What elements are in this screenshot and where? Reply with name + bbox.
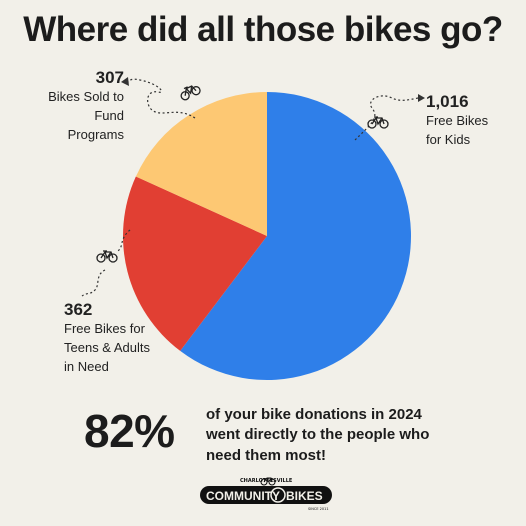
dotted-arrow-icon <box>81 229 131 297</box>
slice-text-teens-1: Free Bikes for <box>64 321 145 337</box>
bicycle-icon <box>96 250 118 263</box>
bicycle-icon <box>367 116 389 129</box>
arrow-head <box>418 94 425 102</box>
dotted-arrow-icon <box>354 95 419 141</box>
dotted-arrow-icon <box>127 78 196 119</box>
slice-text-sold-2: Fund Programs <box>67 108 124 143</box>
summary-line-1: of your bike donations in 2024 <box>206 406 422 423</box>
slice-text-sold-1: Bikes Sold to <box>48 89 124 105</box>
slice-label-kids: 1,016 Free Bikes for Kids <box>426 92 488 150</box>
slice-text-kids-1: Free Bikes <box>426 113 489 129</box>
slice-text-teens-2: Teens & Adults <box>64 340 150 356</box>
summary-line-2: went directly to the people who <box>206 426 430 444</box>
logo-wheel-icon <box>270 487 286 503</box>
summary-line-3: need them most! <box>206 446 327 464</box>
logo-bicycle-icon <box>260 477 276 486</box>
bicycle-icon <box>180 85 201 101</box>
summary-text: of your bike donations in 2024 went dire… <box>206 405 466 466</box>
slice-text-kids-2: for Kids <box>426 132 471 148</box>
logo-banner <box>200 486 332 504</box>
slice-value-teens: 362 <box>64 300 93 319</box>
slice-label-sold: 307 Bikes Sold to Fund Programs <box>42 68 124 145</box>
community-bikes-logo: CHARLOTTESVILLE COMMUNITY BIKES SINCE 20… <box>200 477 332 511</box>
arrow-head <box>121 77 129 86</box>
logo-left-word: COMMUNITY <box>206 489 280 503</box>
chart-title: Where did all those bikes go? <box>23 10 503 49</box>
pie-slice-teens <box>122 176 267 351</box>
pie-slice-kids <box>180 92 412 380</box>
slice-label-teens: 362 Free Bikes for Teens & Adults in Nee… <box>64 300 150 377</box>
slice-value-sold: 307 <box>95 68 124 87</box>
logo-right-word: BIKES <box>286 489 323 503</box>
pie-slice-sold <box>135 91 267 236</box>
summary-percent: 82% <box>84 405 175 457</box>
slice-text-teens-3: in Need <box>64 359 109 375</box>
logo-since: SINCE 2011 <box>308 507 329 511</box>
slice-value-kids: 1,016 <box>426 92 469 111</box>
